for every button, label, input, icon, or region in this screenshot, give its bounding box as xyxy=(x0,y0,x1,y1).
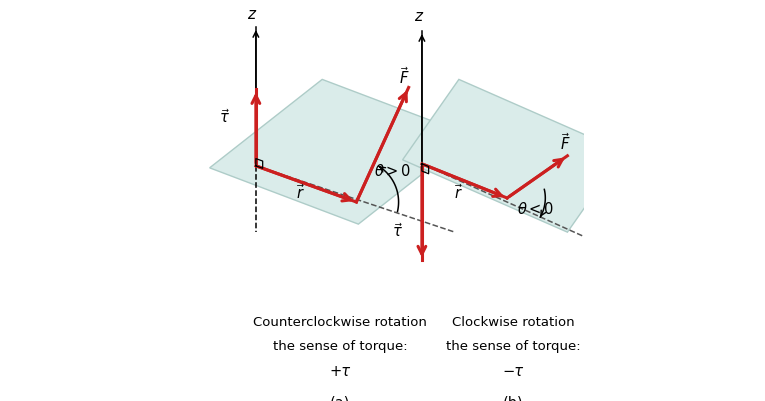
Text: $z$: $z$ xyxy=(246,7,257,22)
Polygon shape xyxy=(210,80,471,225)
Text: $\vec{\tau}$: $\vec{\tau}$ xyxy=(392,222,403,239)
Text: +τ: +τ xyxy=(330,363,351,378)
Text: $\vec{r}$: $\vec{r}$ xyxy=(295,182,304,201)
Text: $\vec{F}$: $\vec{F}$ xyxy=(399,66,410,87)
Text: Clockwise rotation: Clockwise rotation xyxy=(452,315,575,328)
Text: (b): (b) xyxy=(503,395,523,401)
Text: $\vec{\tau}$: $\vec{\tau}$ xyxy=(220,107,230,125)
Text: the sense of torque:: the sense of torque: xyxy=(446,339,581,352)
Text: $\vec{F}$: $\vec{F}$ xyxy=(560,132,571,153)
Polygon shape xyxy=(402,80,623,233)
Text: $\theta < 0$: $\theta < 0$ xyxy=(516,200,554,217)
Text: $\theta > 0$: $\theta > 0$ xyxy=(374,162,412,178)
Text: $z$: $z$ xyxy=(414,9,424,24)
Text: Counterclockwise rotation: Counterclockwise rotation xyxy=(253,315,427,328)
Text: (a): (a) xyxy=(330,395,350,401)
Text: the sense of torque:: the sense of torque: xyxy=(273,339,408,352)
Text: −τ: −τ xyxy=(503,363,524,378)
Text: $\vec{r}$: $\vec{r}$ xyxy=(454,183,464,202)
